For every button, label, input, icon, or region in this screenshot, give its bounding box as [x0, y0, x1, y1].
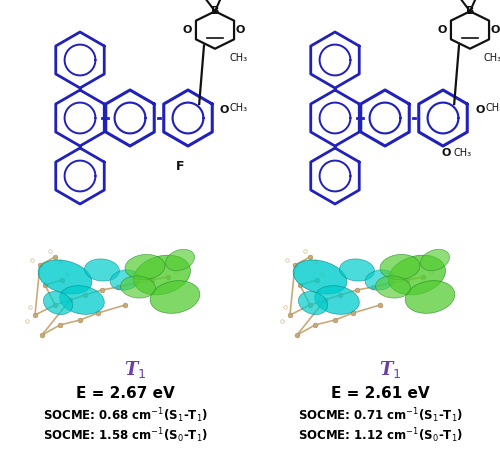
Text: CH₃: CH₃ [484, 53, 500, 63]
Text: CH₃: CH₃ [229, 53, 247, 63]
Ellipse shape [405, 281, 455, 313]
Text: O: O [220, 105, 230, 115]
Text: O: O [475, 105, 484, 115]
Ellipse shape [376, 276, 410, 298]
Ellipse shape [388, 255, 446, 295]
Ellipse shape [44, 292, 72, 314]
Text: O: O [438, 25, 448, 35]
Ellipse shape [340, 259, 374, 281]
Ellipse shape [134, 255, 190, 295]
Ellipse shape [60, 286, 104, 314]
Ellipse shape [110, 270, 140, 290]
Text: SOCME: 0.68 cm$^{-1}$(S$_1$-T$_1$): SOCME: 0.68 cm$^{-1}$(S$_1$-T$_1$) [42, 407, 207, 425]
Text: O: O [183, 25, 192, 35]
Ellipse shape [120, 276, 156, 298]
Text: SOCME: 1.58 cm$^{-1}$(S$_0$-T$_1$): SOCME: 1.58 cm$^{-1}$(S$_0$-T$_1$) [42, 426, 207, 445]
Text: O: O [490, 25, 500, 35]
Text: B: B [211, 6, 219, 16]
Ellipse shape [420, 249, 450, 271]
Text: B: B [466, 6, 474, 16]
Ellipse shape [150, 281, 200, 313]
Text: CH₃: CH₃ [230, 103, 248, 113]
Text: O: O [236, 25, 245, 35]
Ellipse shape [293, 260, 347, 294]
Text: E = 2.67 eV: E = 2.67 eV [76, 386, 174, 400]
Text: CH₃: CH₃ [485, 103, 500, 113]
Text: SOCME: 1.12 cm$^{-1}$(S$_0$-T$_1$): SOCME: 1.12 cm$^{-1}$(S$_0$-T$_1$) [298, 426, 462, 445]
Text: F: F [176, 160, 184, 173]
Ellipse shape [365, 270, 395, 290]
Ellipse shape [84, 259, 120, 281]
Text: T$_1$: T$_1$ [379, 359, 401, 381]
Text: CH₃: CH₃ [453, 148, 471, 158]
Ellipse shape [380, 255, 420, 280]
Ellipse shape [314, 286, 360, 314]
Text: SOCME: 0.71 cm$^{-1}$(S$_1$-T$_1$): SOCME: 0.71 cm$^{-1}$(S$_1$-T$_1$) [298, 407, 462, 425]
Text: E = 2.61 eV: E = 2.61 eV [330, 386, 430, 400]
Text: O: O [441, 148, 450, 158]
Ellipse shape [38, 260, 92, 294]
Ellipse shape [125, 255, 165, 280]
Ellipse shape [166, 249, 194, 271]
Text: T$_1$: T$_1$ [124, 359, 146, 381]
Ellipse shape [298, 292, 328, 314]
